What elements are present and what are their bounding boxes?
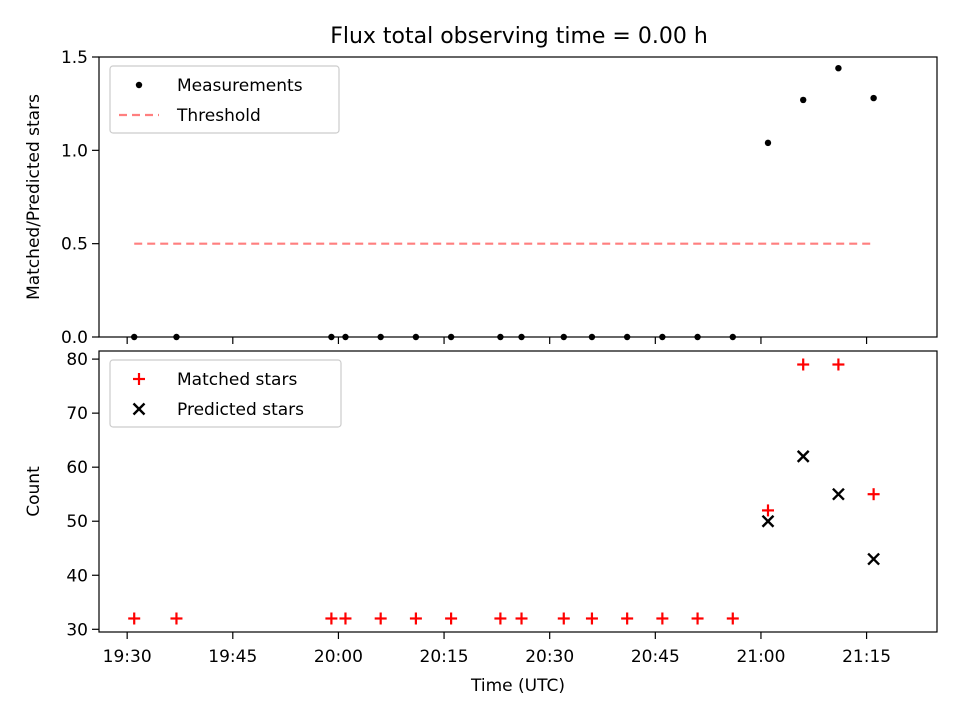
matched-star-point bbox=[325, 612, 338, 625]
legend: Matched stars Predicted stars bbox=[109, 359, 342, 428]
axes-frame bbox=[98, 350, 938, 633]
x-b bbox=[832, 487, 845, 501]
matched-star-point bbox=[515, 612, 528, 625]
measurement-point bbox=[835, 65, 842, 72]
y-tick-label: 1.0 bbox=[61, 141, 88, 161]
matched-star-point bbox=[557, 612, 570, 625]
matched-star-point bbox=[691, 612, 704, 625]
y-axis-label: Matched/Predicted stars bbox=[24, 94, 44, 300]
y-tick-label: 70 bbox=[66, 404, 88, 424]
legend-label: Measurements bbox=[177, 76, 303, 96]
predicted-star-point bbox=[761, 514, 775, 528]
chart-title: Flux total observing time = 0.00 h bbox=[330, 24, 708, 49]
x-tick-label: 19:30 bbox=[103, 647, 152, 667]
matched-star-point bbox=[797, 358, 810, 371]
matched-star-point bbox=[170, 612, 183, 625]
matched-star-point bbox=[656, 612, 669, 625]
matched-star-point bbox=[761, 504, 774, 517]
x-tick-label: 19:45 bbox=[208, 647, 257, 667]
legend-label: Matched stars bbox=[177, 370, 297, 390]
predicted-star-point bbox=[832, 487, 845, 501]
matched-star-point bbox=[621, 612, 634, 625]
matched-star-point bbox=[832, 358, 845, 371]
legend-label: Threshold bbox=[176, 106, 261, 126]
matched-star-point bbox=[374, 612, 387, 625]
legend-label: Predicted stars bbox=[177, 400, 304, 420]
y-tick-label: 0.0 bbox=[61, 328, 88, 348]
y-tick-label: 1.5 bbox=[61, 48, 88, 68]
y-axis-label: Count bbox=[24, 466, 44, 517]
legend-dot-marker bbox=[135, 81, 143, 89]
axes-frame bbox=[98, 56, 938, 338]
matched-star-point bbox=[867, 488, 880, 501]
y-tick-label: 0.5 bbox=[61, 235, 88, 255]
legend-box bbox=[109, 359, 342, 428]
y-tick-label: 30 bbox=[66, 620, 88, 640]
matched-star-point bbox=[726, 612, 739, 625]
y-tick-label: 40 bbox=[66, 566, 88, 586]
measurement-point bbox=[764, 139, 772, 147]
legend-x-b bbox=[132, 402, 146, 416]
predicted-star-point bbox=[796, 450, 810, 463]
x-b bbox=[867, 552, 880, 566]
measurement-point bbox=[870, 94, 877, 102]
predicted-star-point bbox=[867, 552, 880, 566]
x-tick-label: 20:30 bbox=[525, 647, 574, 667]
legend-box bbox=[109, 65, 340, 134]
matched-star-point bbox=[339, 612, 352, 625]
measurement-point bbox=[800, 96, 807, 104]
matched-star-point bbox=[494, 612, 507, 625]
top-panel: 0.0 0.5 1.0 1.5 Matched/Predicted stars Measu… bbox=[24, 48, 938, 348]
y-tick-label: 80 bbox=[66, 350, 88, 370]
legend: Measurements Threshold bbox=[109, 65, 340, 134]
x-axis-label: Time (UTC) bbox=[470, 676, 565, 696]
x-b bbox=[761, 514, 775, 528]
bottom-panel: 30 40 50 60 70 80 19:30 19:45 20:00 20:15 20:30 20:… bbox=[24, 350, 938, 696]
x-tick-label: 20:15 bbox=[420, 647, 469, 667]
x-tick-label: 20:00 bbox=[314, 647, 363, 667]
x-tick-label: 21:15 bbox=[842, 647, 891, 667]
matched-star-point bbox=[409, 612, 422, 625]
x-tick-label: 21:00 bbox=[736, 647, 785, 667]
matched-star-point bbox=[128, 612, 141, 625]
x-tick-label: 20:45 bbox=[631, 647, 680, 667]
y-tick-label: 60 bbox=[66, 458, 88, 478]
matched-star-point bbox=[585, 612, 598, 625]
x-b bbox=[796, 450, 810, 463]
y-tick-label: 50 bbox=[66, 512, 88, 532]
matched-star-point bbox=[445, 612, 458, 625]
